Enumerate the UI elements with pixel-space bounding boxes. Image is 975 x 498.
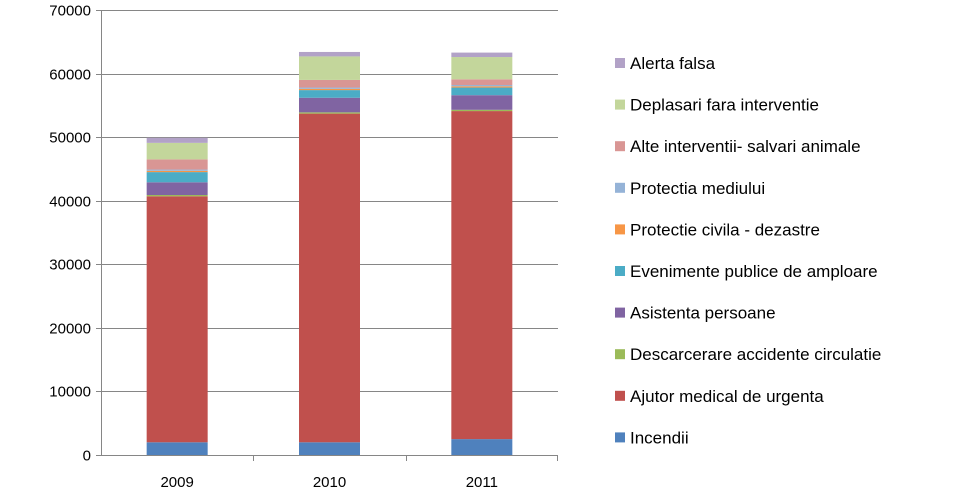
bar-segment: [146, 182, 208, 195]
legend-swatch: [615, 307, 625, 318]
bar-segment: [299, 113, 360, 443]
axes: 0 10000 20000 30000 40000 50000 60000 70000 2009…: [49, 3, 558, 491]
bar-segment: [146, 196, 208, 443]
y-tick-label: 40000: [49, 194, 91, 211]
legend-label: Incendii: [630, 428, 689, 447]
bar-segment: [146, 169, 208, 171]
legend-label: Alte interventii- salvari animale: [630, 137, 861, 156]
bar-segment: [451, 52, 513, 58]
legend-label: Deplasari fara interventie: [630, 96, 819, 115]
bar-segment: [299, 87, 360, 89]
bar-segment: [146, 442, 208, 455]
bar-segment: [146, 142, 208, 160]
legend-swatch: [615, 58, 625, 68]
bar-segment: [451, 95, 513, 110]
legend-swatch: [615, 182, 625, 193]
bar-segment: [451, 79, 513, 86]
bar-segment: [299, 51, 360, 57]
legend-label: Protectia mediului: [630, 179, 765, 198]
y-tick-label: 70000: [49, 3, 91, 20]
y-tick-label: 10000: [49, 384, 91, 401]
legend-label: Protectie civila - dezastre: [630, 220, 820, 239]
x-tick-label: 2009: [160, 474, 193, 491]
legend-swatch: [615, 390, 625, 401]
x-tick-label: 2010: [313, 474, 346, 491]
bar-segment: [146, 159, 208, 170]
legend-label: Asistenta persoane: [630, 304, 776, 323]
bar-segment: [299, 112, 360, 114]
bar-segment: [299, 97, 360, 113]
legend-swatch: [615, 349, 625, 360]
bar-segment: [146, 194, 208, 197]
bar-segment: [451, 109, 513, 112]
bar-segment: [299, 79, 360, 88]
legend-swatch: [615, 266, 625, 276]
legend-label: Ajutor medical de urgenta: [630, 387, 824, 406]
legend-label: Descarcerare accidente circulatie: [630, 345, 881, 364]
bar-segment: [451, 111, 513, 440]
bar-segment: [299, 88, 360, 91]
bar-segment: [451, 85, 513, 87]
y-tick-label: 20000: [49, 321, 91, 338]
bars: [146, 51, 513, 455]
bar-segment: [299, 442, 360, 455]
bar-segment: [451, 87, 513, 96]
bar-segment: [451, 57, 513, 80]
y-tick-label: 60000: [49, 67, 91, 84]
legend-swatch: [615, 99, 625, 110]
legend-swatch: [615, 141, 625, 152]
bar-segment: [299, 90, 360, 98]
x-tick-label: 2011: [466, 474, 498, 491]
legend-swatch: [615, 224, 625, 235]
bar-segment: [451, 86, 513, 88]
y-tick-label: 0: [83, 448, 91, 465]
bar-segment: [299, 56, 360, 80]
legend-label: Evenimente publice de amploare: [630, 262, 878, 281]
y-tick-label: 30000: [49, 257, 91, 274]
legend: Alerta falsa Deplasari fara interventie Al…: [615, 54, 881, 447]
bar-segment: [146, 172, 208, 183]
legend-label: Alerta falsa: [630, 54, 716, 73]
bar-segment: [451, 439, 513, 455]
legend-swatch: [615, 432, 625, 443]
bar-segment: [146, 170, 208, 173]
y-tick-label: 50000: [49, 130, 91, 147]
bar-segment: [146, 137, 208, 143]
